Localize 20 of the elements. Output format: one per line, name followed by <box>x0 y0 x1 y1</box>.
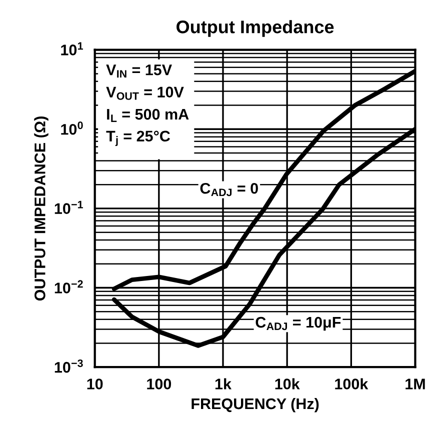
y-tick-label: 10$^{1}$ <box>61 42 83 56</box>
x-tick-label: 10 <box>87 378 103 390</box>
annotation: V$_{OUT}$ = 10V <box>106 86 184 100</box>
x-tick-label: 1k <box>215 378 232 390</box>
y-tick-label: 10$^{−3}$ <box>54 359 83 373</box>
annotation: I$_{L}$ = 500 mA <box>107 108 189 122</box>
series-label: C$_{ADJ}$ = 10μF <box>256 316 341 331</box>
y-tick-label: 10$^{0}$ <box>61 122 83 135</box>
annotation: V$_{IN}$ = 15V <box>106 64 172 78</box>
x-tick-label: 10k <box>275 378 300 390</box>
annotation: T$_{j}$ = 25°C <box>106 130 170 146</box>
x-axis-title: FREQUENCY (Hz) <box>192 398 319 412</box>
x-tick-label: 100k <box>335 378 368 390</box>
series-label: C$_{ADJ}$ = 0 <box>200 182 258 196</box>
y-tick-label: 10$^{−2}$ <box>54 280 83 294</box>
x-tick-label: 1M <box>406 378 425 390</box>
y-axis-title: OUTPUT IMPEDANCE (Ω) <box>34 116 48 301</box>
x-tick-label: 100 <box>147 378 172 390</box>
chart-title: Output Impedance <box>176 20 334 37</box>
y-tick-label: 10$^{−1}$ <box>54 200 83 214</box>
